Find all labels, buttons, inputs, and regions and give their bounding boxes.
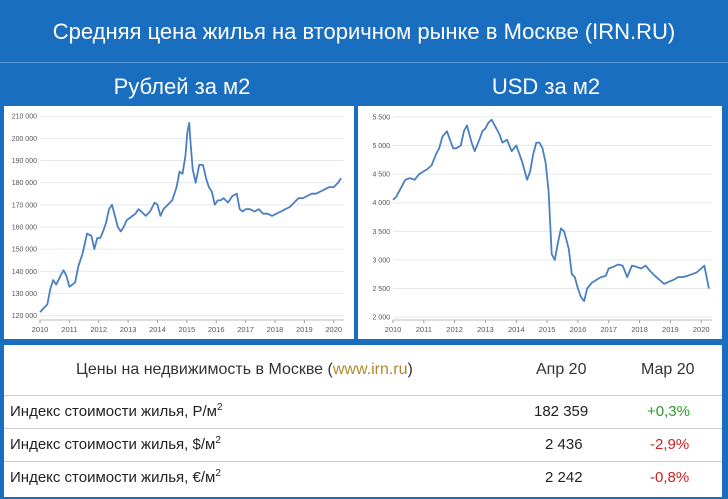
row-value: 182 359 [534,403,589,420]
x-tick-label: 2017 [237,325,254,334]
row-change: +0,3% [647,403,690,420]
x-tick-label: 2016 [208,325,225,334]
y-tick-label: 3 000 [372,257,390,264]
y-tick-label: 150 000 [12,247,37,254]
series-line [392,118,710,303]
row-change: -0,8% [650,469,690,486]
row-change: -2,9% [650,436,690,453]
x-tick-label: 2014 [508,325,525,334]
row-value: 2 242 [545,469,583,486]
left-chart-subtitle: Рублей за м2 [113,74,251,99]
x-tick-label: 2012 [90,325,107,334]
y-tick-label: 3 500 [372,229,390,236]
y-tick-label: 170 000 [12,202,37,209]
table-header-label: Цены на недвижимость в Москве (www.irn.r… [76,361,413,378]
row-label: Индекс стоимости жилья, €/м2 [10,468,221,487]
price-index-table: Цены на недвижимость в Москве (www.irn.r… [4,345,722,497]
row-label: Индекс стоимости жилья, Р/м2 [10,402,223,421]
x-tick-label: 2020 [325,325,342,334]
usd-chart-panel: 2 000 2 500 3 000 3 500 4 000 4 500 5 000 5 500… [358,106,722,339]
rub-price-chart: 120 000 130 000 140 000 150 000 160 000 170 0… [12,114,344,334]
x-tick-label: 2011 [61,325,77,334]
y-tick-label: 160 000 [12,224,37,231]
x-tick-label: 2015 [539,325,556,334]
x-tick-label: 2020 [693,325,710,334]
table-header-apr: Апр 20 [536,361,587,378]
series-line [39,121,342,313]
table-row: Индекс стоимости жилья, Р/м2 182 359 +0,… [4,397,722,427]
x-tick-label: 2018 [267,325,284,334]
table-row: Индекс стоимости жилья, €/м2 2 242 -0,8% [4,463,722,493]
y-tick-label: 130 000 [12,291,37,298]
page-title: Средняя цена жилья на вторичном рынке в … [52,19,676,44]
y-tick-label: 4 500 [372,172,390,179]
right-chart-subtitle: USD за м2 [491,74,601,99]
y-tick-label: 180 000 [12,180,37,187]
y-tick-label: 120 000 [12,313,37,320]
y-tick-label: 140 000 [12,269,37,276]
x-tick-label: 2014 [149,325,166,334]
y-tick-label: 2 500 [372,286,390,293]
x-tick-label: 2018 [631,325,648,334]
usd-price-chart: 2 000 2 500 3 000 3 500 4 000 4 500 5 000 5 500… [372,114,712,334]
irn-link[interactable]: www.irn.ru [332,361,408,378]
row-divider [4,428,722,429]
x-tick-label: 2010 [32,325,49,334]
row-value: 2 436 [545,436,583,453]
rub-chart-panel: 120 000 130 000 140 000 150 000 160 000 170 0… [4,106,354,339]
x-tick-label: 2013 [477,325,494,334]
table-row: Индекс стоимости жилья, $/м2 2 436 -2,9% [4,430,722,460]
x-tick-label: 2019 [662,325,679,334]
x-tick-label: 2019 [296,325,313,334]
x-tick-label: 2010 [385,325,402,334]
row-divider [4,461,722,462]
x-tick-label: 2016 [570,325,587,334]
x-tick-label: 2015 [179,325,196,334]
y-tick-label: 5 000 [372,143,390,150]
x-tick-label: 2013 [120,325,137,334]
x-tick-label: 2011 [416,325,432,334]
row-divider [4,395,722,396]
y-tick-label: 4 000 [372,200,390,207]
y-tick-label: 190 000 [12,158,37,165]
y-tick-label: 5 500 [372,114,390,121]
table-header-mar: Мар 20 [641,361,695,378]
y-tick-label: 200 000 [12,136,37,143]
x-tick-label: 2012 [446,325,463,334]
y-tick-label: 210 000 [12,114,37,121]
y-tick-label: 2 000 [372,315,390,322]
title-divider [0,62,728,63]
row-label: Индекс стоимости жилья, $/м2 [10,435,221,454]
x-tick-label: 2017 [600,325,617,334]
table-header-row: Цены на недвижимость в Москве (www.irn.r… [4,355,722,385]
